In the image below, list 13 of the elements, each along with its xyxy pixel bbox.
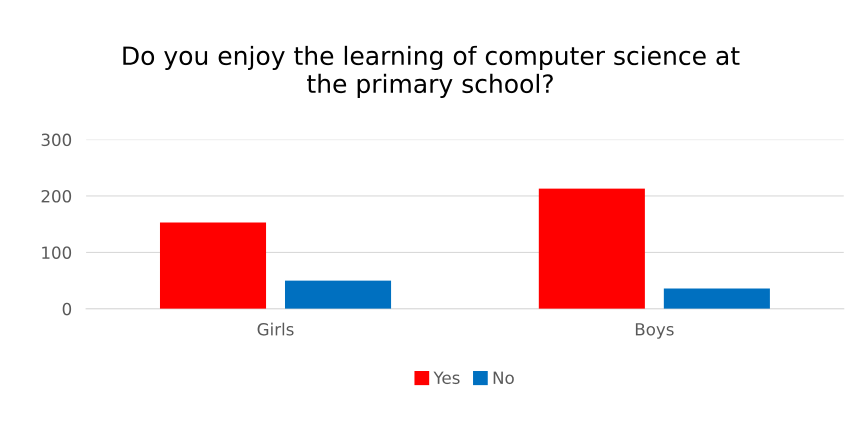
y-tick-label: 0 (62, 302, 72, 316)
y-tick-label: 200 (42, 190, 72, 203)
legend-label: No (494, 372, 514, 384)
bar (160, 222, 266, 309)
y-tick-label: 100 (42, 246, 72, 259)
bar (284, 280, 392, 309)
x-tick-label: Boys (636, 323, 674, 339)
bar (538, 188, 645, 309)
bar (664, 288, 770, 309)
legend-label: Yes (433, 372, 460, 384)
y-tick-label: 300 (42, 134, 72, 146)
x-tick-label: Girls (258, 322, 294, 336)
chart-title: Do you enjoy the learning of computer science at the primary school? (123, 46, 740, 98)
